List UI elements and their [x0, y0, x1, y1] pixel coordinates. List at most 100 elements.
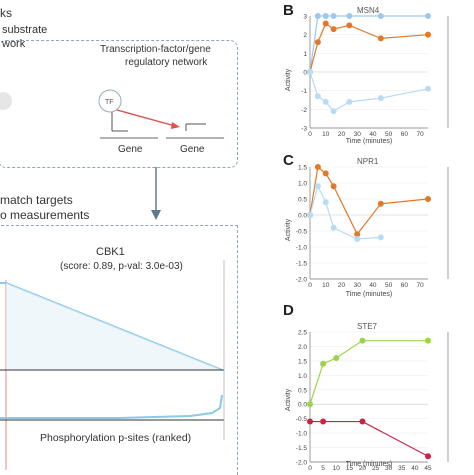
y-axis-label: Activity	[285, 218, 292, 241]
series-line	[310, 420, 429, 457]
network1-line1: substrate	[2, 24, 48, 36]
data-point	[377, 35, 384, 42]
data-point	[322, 199, 329, 206]
tf-label: TF	[105, 99, 114, 106]
y-axis-label: Activity	[285, 388, 292, 411]
x-tick-label: 0	[308, 282, 312, 289]
data-point	[307, 69, 313, 75]
cbk-title: CBK1	[96, 246, 125, 258]
network2-line2: regulatory network	[125, 57, 208, 68]
data-point	[377, 95, 384, 102]
data-point	[330, 108, 337, 115]
x-axis-label: Time (minutes)	[346, 138, 392, 145]
x-tick-label: 20	[338, 282, 346, 289]
x-tick-label: 45	[424, 465, 432, 472]
y-tick-label: -1.5	[296, 261, 308, 268]
chart-title: NPR1	[357, 157, 379, 166]
y-tick-label: 0	[303, 70, 307, 77]
x-tick-label: 15	[346, 465, 354, 472]
series-line	[309, 340, 428, 405]
data-point	[322, 170, 329, 177]
y-tick-label: 1.5	[298, 358, 307, 365]
network1-line2: work	[2, 38, 26, 50]
panel-letter-d: D	[283, 302, 294, 319]
data-point	[322, 98, 329, 105]
y-tick-label: 1.5	[298, 165, 307, 172]
x-tick-label: 30	[354, 282, 362, 289]
gene1-label: Gene	[118, 144, 143, 155]
x-tick-label: 20	[359, 465, 367, 472]
data-point	[425, 13, 431, 19]
x-tick-label: 70	[417, 282, 425, 289]
data-point	[425, 196, 431, 202]
data-point	[333, 355, 340, 361]
x-tick-label: 0	[308, 131, 312, 138]
data-point	[330, 224, 337, 231]
data-point	[307, 418, 313, 425]
y-axis-label: Activity	[285, 68, 292, 91]
data-point	[320, 360, 327, 367]
x-tick-label: 50	[385, 131, 393, 138]
tf-node-icon	[98, 89, 122, 113]
x-tick-label: 5	[321, 465, 325, 472]
y-tick-label: -2	[301, 107, 307, 114]
down-arrow-icon	[151, 210, 161, 220]
x-tick-label: 0	[308, 465, 312, 472]
data-point	[330, 183, 337, 190]
chart-title: STE7	[357, 322, 378, 331]
data-point	[377, 13, 384, 19]
match-line2: o measurements	[0, 208, 90, 222]
data-point	[330, 26, 337, 33]
x-tick-label: 40	[369, 131, 377, 138]
chart-title: MSN4	[357, 6, 380, 15]
panel-letter-c: C	[283, 152, 294, 169]
data-point	[354, 236, 361, 242]
y-tick-label: -1.0	[296, 431, 308, 438]
x-tick-label: 60	[401, 131, 409, 138]
x-tick-label: 35	[398, 465, 406, 472]
data-point	[377, 200, 384, 207]
series-line	[309, 71, 429, 112]
y-tick-label: 0.0	[298, 213, 307, 220]
y-tick-label: 2	[303, 32, 307, 39]
data-point	[425, 337, 431, 344]
y-tick-label: 2.5	[298, 330, 307, 337]
y-tick-label: 0.5	[298, 197, 307, 204]
data-point	[425, 453, 431, 460]
x-axis-label: Time (minutes)	[346, 291, 392, 298]
x-tick-label: 30	[385, 465, 393, 472]
y-tick-label: -1.0	[296, 245, 308, 252]
enrichment-box	[0, 225, 238, 475]
data-point	[314, 183, 321, 190]
data-point	[346, 22, 353, 29]
x-tick-label: 40	[411, 465, 419, 472]
match-line1: match targets	[0, 193, 73, 207]
x-tick-label: 10	[322, 282, 330, 289]
data-point	[314, 39, 321, 46]
network2-line1: Transcription-factor/gene	[100, 44, 211, 55]
data-point	[425, 31, 431, 38]
data-point	[377, 234, 384, 241]
x-tick-label: 50	[385, 282, 393, 289]
y-tick-label: 0.0	[298, 402, 307, 409]
y-tick-label: -3	[301, 126, 307, 133]
y-tick-label: -1	[301, 88, 307, 95]
y-tick-label: 3	[303, 14, 307, 21]
x-tick-label: 30	[354, 131, 362, 138]
y-tick-label: 0.5	[298, 387, 307, 394]
x-tick-label: 70	[417, 131, 425, 138]
data-point	[354, 231, 361, 238]
data-point	[359, 337, 366, 344]
y-tick-label: 1	[303, 51, 307, 58]
data-point	[314, 13, 321, 19]
data-point	[314, 93, 321, 100]
data-point	[307, 212, 313, 218]
cbk-subtitle: (score: 0.89, p-val: 3.0e-03)	[60, 261, 183, 272]
y-tick-label: -2.0	[296, 460, 308, 467]
x-tick-label: 10	[333, 465, 341, 472]
x-tick-label: 10	[322, 131, 330, 138]
data-point	[425, 85, 431, 92]
